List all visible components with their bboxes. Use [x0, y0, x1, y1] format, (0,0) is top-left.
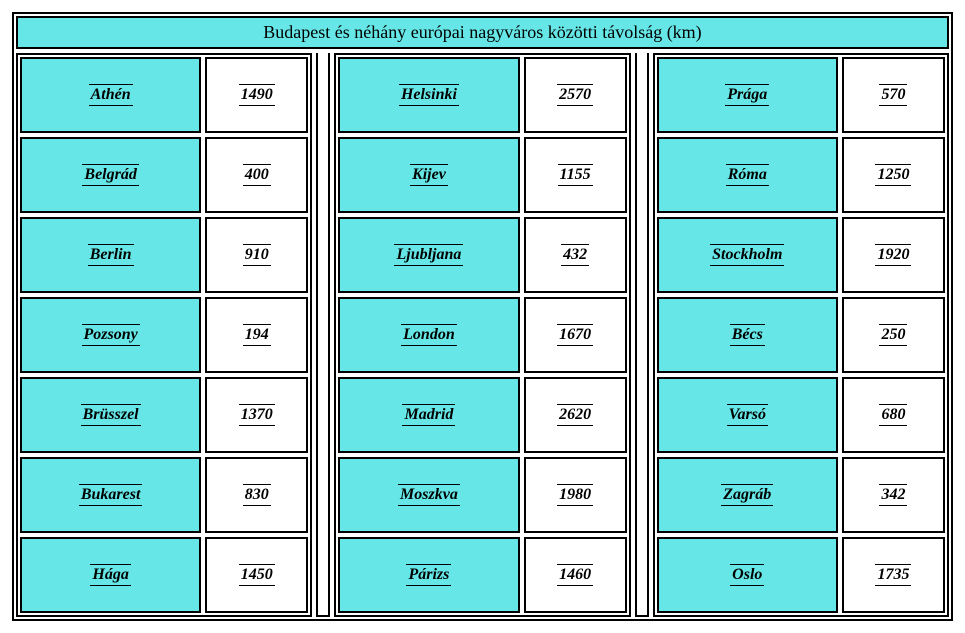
- city-cell: Ljubljana: [338, 217, 519, 293]
- distance-cell: 1490: [205, 57, 308, 133]
- columns-wrap: Athén 1490 Belgrád 400 Berlin 910 Pozson…: [14, 51, 951, 619]
- distance-table: Budapest és néhány európai nagyváros köz…: [12, 12, 953, 621]
- distance-cell: 1980: [524, 457, 627, 533]
- city-cell: Róma: [657, 137, 838, 213]
- table-row: Bukarest 830: [18, 455, 310, 535]
- table-row: Zagráb 342: [655, 455, 947, 535]
- title-text: Budapest és néhány európai nagyváros köz…: [263, 22, 701, 42]
- city-cell: Madrid: [338, 377, 519, 453]
- table-row: Bécs 250: [655, 295, 947, 375]
- distance-cell: 342: [842, 457, 945, 533]
- distance-cell: 570: [842, 57, 945, 133]
- city-cell: Bécs: [657, 297, 838, 373]
- column-spacer: [633, 53, 651, 617]
- city-cell: Kijev: [338, 137, 519, 213]
- city-cell: Athén: [20, 57, 201, 133]
- city-cell: Párizs: [338, 537, 519, 613]
- city-cell: Moszkva: [338, 457, 519, 533]
- table-row: Párizs 1460: [336, 535, 628, 615]
- distance-cell: 1670: [524, 297, 627, 373]
- city-cell: Belgrád: [20, 137, 201, 213]
- distance-cell: 400: [205, 137, 308, 213]
- table-row: Belgrád 400: [18, 135, 310, 215]
- distance-cell: 1450: [205, 537, 308, 613]
- city-cell: Prága: [657, 57, 838, 133]
- table-title: Budapest és néhány európai nagyváros köz…: [16, 16, 949, 49]
- table-row: Pozsony 194: [18, 295, 310, 375]
- distance-cell: 910: [205, 217, 308, 293]
- city-cell: Stockholm: [657, 217, 838, 293]
- distance-cell: 830: [205, 457, 308, 533]
- table-row: Hága 1450: [18, 535, 310, 615]
- city-cell: Hága: [20, 537, 201, 613]
- column-1: Athén 1490 Belgrád 400 Berlin 910 Pozson…: [16, 53, 312, 617]
- column-3: Prága 570 Róma 1250 Stockholm 1920 Bécs …: [653, 53, 949, 617]
- distance-cell: 1735: [842, 537, 945, 613]
- distance-cell: 1155: [524, 137, 627, 213]
- city-cell: Oslo: [657, 537, 838, 613]
- table-row: Prága 570: [655, 55, 947, 135]
- table-row: Moszkva 1980: [336, 455, 628, 535]
- table-row: Róma 1250: [655, 135, 947, 215]
- distance-cell: 1370: [205, 377, 308, 453]
- table-row: Ljubljana 432: [336, 215, 628, 295]
- table-row: Helsinki 2570: [336, 55, 628, 135]
- table-row: Madrid 2620: [336, 375, 628, 455]
- city-cell: Zagráb: [657, 457, 838, 533]
- distance-cell: 1250: [842, 137, 945, 213]
- distance-cell: 680: [842, 377, 945, 453]
- city-cell: Bukarest: [20, 457, 201, 533]
- city-cell: Berlin: [20, 217, 201, 293]
- city-cell: Pozsony: [20, 297, 201, 373]
- table-row: Oslo 1735: [655, 535, 947, 615]
- table-row: Athén 1490: [18, 55, 310, 135]
- table-row: Varsó 680: [655, 375, 947, 455]
- table-row: London 1670: [336, 295, 628, 375]
- column-2: Helsinki 2570 Kijev 1155 Ljubljana 432 L…: [334, 53, 630, 617]
- city-cell: Varsó: [657, 377, 838, 453]
- city-cell: Helsinki: [338, 57, 519, 133]
- distance-cell: 1920: [842, 217, 945, 293]
- distance-cell: 2620: [524, 377, 627, 453]
- distance-cell: 250: [842, 297, 945, 373]
- distance-cell: 1460: [524, 537, 627, 613]
- table-row: Berlin 910: [18, 215, 310, 295]
- distance-cell: 432: [524, 217, 627, 293]
- distance-cell: 2570: [524, 57, 627, 133]
- column-spacer: [314, 53, 332, 617]
- city-cell: London: [338, 297, 519, 373]
- table-row: Stockholm 1920: [655, 215, 947, 295]
- table-row: Brüsszel 1370: [18, 375, 310, 455]
- distance-cell: 194: [205, 297, 308, 373]
- city-cell: Brüsszel: [20, 377, 201, 453]
- table-row: Kijev 1155: [336, 135, 628, 215]
